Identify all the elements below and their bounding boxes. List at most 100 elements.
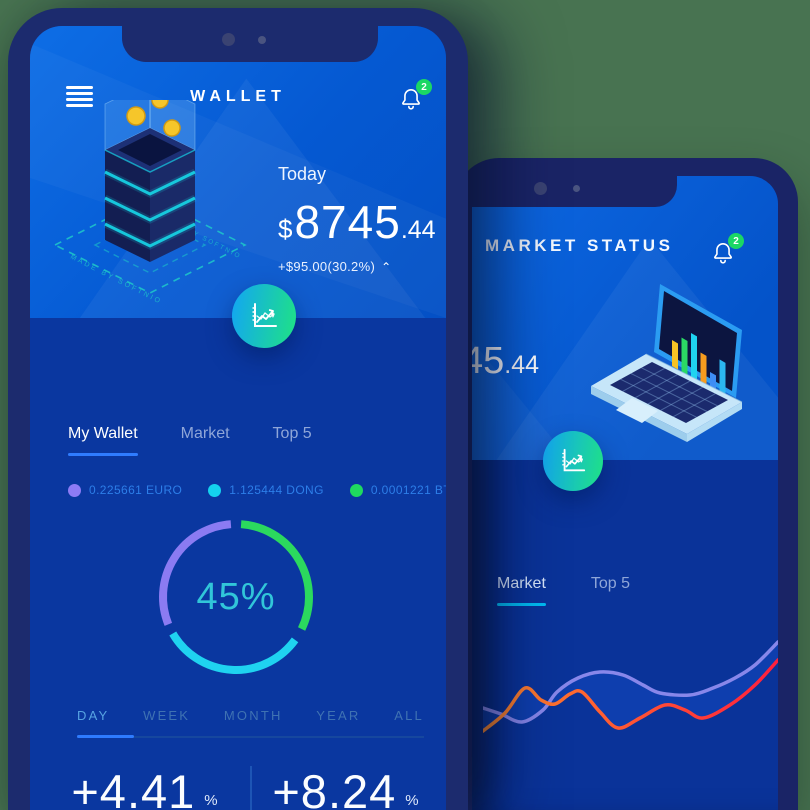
- currency-symbol: $: [278, 214, 293, 244]
- balance-int: 8745: [294, 196, 401, 248]
- line-chart-icon: [562, 448, 586, 472]
- tab-label: Market: [180, 425, 230, 442]
- balance-amount: $8745.44: [278, 195, 436, 249]
- coin-icon: [151, 100, 169, 109]
- hamburger-icon: [66, 97, 93, 101]
- balance-cents: .44: [400, 216, 436, 244]
- legend-dot: [349, 483, 363, 497]
- stats-row: +4.41 % +8.24 %: [30, 768, 446, 810]
- legend-item-btc: 0.0001221 BTC: [349, 483, 446, 497]
- wallet-tabs: My Wallet Market Top 5: [68, 425, 312, 456]
- dashed-platform-inner: [93, 216, 207, 274]
- market-tabs: Market Top 5: [497, 575, 630, 606]
- stat-unit: %: [204, 792, 218, 809]
- line-chart-icon: [252, 303, 277, 327]
- phone-notch: [122, 26, 378, 62]
- hamburger-icon: [66, 86, 93, 89]
- notification-badge: 2: [728, 233, 744, 249]
- speaker-icon: [573, 185, 580, 192]
- balance-label: Today: [278, 164, 327, 184]
- stat-cell: +4.41 %: [44, 768, 245, 810]
- page-title: MARKET STATUS: [485, 236, 674, 255]
- stat-cell: +8.24 %: [245, 768, 446, 810]
- balance-change[interactable]: +$95.00(30.2%) ⌃: [278, 259, 436, 274]
- period-tab-year[interactable]: YEAR: [316, 708, 361, 723]
- active-period-underline: [77, 735, 134, 738]
- phone-right-frame: MARKET STATUS 2: [455, 158, 798, 810]
- legend-item-euro: 0.225661 EURO: [68, 483, 182, 497]
- speaker-icon: [258, 36, 266, 44]
- laptop-screen: [659, 291, 737, 391]
- stripes: [104, 170, 196, 248]
- chart-fab-button[interactable]: [543, 431, 603, 491]
- notifications-button[interactable]: 2: [710, 233, 744, 268]
- period-tab-month[interactable]: MONTH: [223, 708, 283, 723]
- tab-my-wallet[interactable]: My Wallet: [68, 425, 138, 456]
- market-line-red: [483, 658, 778, 733]
- donut-segment: [169, 631, 299, 674]
- phone-notch: [472, 176, 677, 207]
- laptop-hinge: [645, 353, 743, 403]
- phone-right-screen: MARKET STATUS 2: [472, 176, 778, 810]
- bell-icon: [402, 88, 420, 110]
- balance-int: 5: [483, 340, 505, 382]
- camera-icon: [534, 182, 547, 195]
- chart-fill-area: [483, 642, 778, 731]
- tab-market[interactable]: Market: [181, 425, 230, 456]
- legend-dot: [208, 483, 222, 497]
- chart-fab-button[interactable]: [232, 284, 296, 348]
- tab-top-5[interactable]: Top 5: [591, 575, 630, 606]
- hamburger-icon: [66, 103, 93, 107]
- coin-icon: [126, 106, 146, 126]
- balance-block: Today $8745.44 +$95.00(30.2%) ⌃: [278, 164, 436, 274]
- legend-text: 1.125444 DONG: [229, 483, 324, 497]
- notification-badge: 2: [416, 79, 432, 95]
- period-tab-all[interactable]: ALL: [394, 708, 424, 723]
- laptop-illustration: [591, 284, 743, 442]
- donut-segment: [240, 520, 313, 631]
- legend-text: 0.0001221 BTC: [370, 483, 446, 497]
- laptop-bar-chart: [672, 332, 726, 397]
- wallet-safe-illustration: MADE BY SOFTNIO MADE BY SOFTNIO: [53, 100, 247, 306]
- phone-left-frame: WALLET 2 MADE BY SOFTNIO MADE BY SOFTNIO: [8, 8, 468, 810]
- balance-cents: .44: [504, 351, 540, 379]
- balance-clipped-digit: 4: [472, 340, 484, 382]
- keyboard-grid: [620, 367, 718, 418]
- rim-highlight: [104, 149, 196, 173]
- tab-label: Market: [497, 575, 546, 592]
- camera-icon: [222, 33, 235, 46]
- hamburger-icon: [66, 91, 93, 95]
- market-chart: [483, 640, 778, 733]
- stat-value: +8.24: [272, 765, 397, 810]
- page-title: WALLET: [190, 88, 286, 105]
- laptop-base-edge: [687, 402, 742, 442]
- legend-text: 0.225661 EURO: [89, 483, 183, 497]
- balance-fragment: 4 5.44: [472, 340, 539, 383]
- tab-label: Top 5: [272, 425, 312, 442]
- tab-label: My Wallet: [68, 425, 138, 442]
- tab-top-5[interactable]: Top 5: [273, 425, 312, 456]
- donut-segment: [159, 520, 232, 626]
- currency-legend: 0.225661 EURO 1.125444 DONG 0.0001221 BTC: [68, 483, 446, 497]
- tab-market[interactable]: Market: [497, 575, 546, 606]
- laptop-keyboard: [610, 362, 728, 423]
- menu-button[interactable]: [66, 86, 93, 110]
- period-tabs: DAY WEEK MONTH YEAR ALL: [77, 708, 424, 723]
- tab-label: Top 5: [590, 575, 631, 592]
- stat-value: +4.41: [71, 765, 196, 810]
- phone-left-screen: WALLET 2 MADE BY SOFTNIO MADE BY SOFTNIO: [30, 26, 446, 810]
- active-tab-underline: [68, 453, 138, 456]
- chevron-up-icon: ⌃: [381, 260, 392, 274]
- period-tab-week[interactable]: WEEK: [143, 708, 191, 723]
- period-tab-day[interactable]: DAY: [77, 708, 110, 723]
- notifications-button[interactable]: 2: [398, 79, 432, 114]
- market-line-purple: [483, 640, 778, 724]
- donut-percent-label: 45%: [196, 575, 276, 618]
- active-tab-underline: [497, 603, 546, 606]
- donut-chart: [159, 520, 313, 674]
- balance-change-text: +$95.00(30.2%): [278, 259, 376, 274]
- laptop-touchpad: [616, 398, 658, 423]
- coin-icon: [163, 119, 181, 137]
- safe-opening: [118, 134, 182, 166]
